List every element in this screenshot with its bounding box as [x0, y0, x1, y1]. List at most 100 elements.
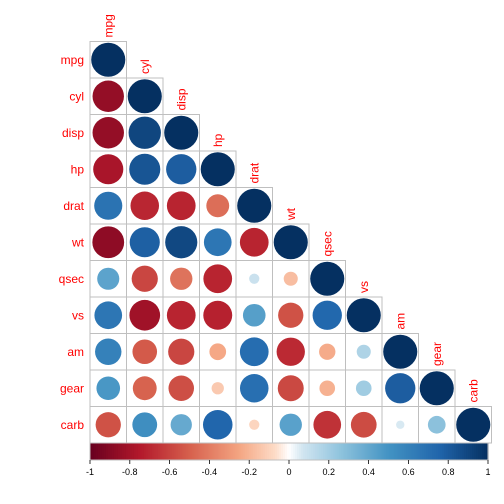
colorbar-segment [456, 443, 459, 460]
column-label-wt: wt [284, 207, 298, 221]
colorbar-segment [163, 443, 167, 460]
colorbar-tick-label: -0.8 [122, 467, 138, 477]
colorbar-segment [466, 443, 469, 460]
column-label-cyl: cyl [138, 59, 152, 74]
correlation-circle-wt-disp [165, 226, 198, 259]
correlation-circle-qsec-disp [170, 267, 193, 290]
colorbar-segment [271, 443, 274, 460]
colorbar-segment [380, 443, 384, 460]
correlation-circle-wt-mpg [92, 226, 125, 259]
colorbar-segment [99, 443, 103, 460]
correlation-circle-cyl-mpg [92, 80, 124, 112]
colorbar-tick-label: -1 [86, 467, 94, 477]
colorbar-segment [352, 443, 356, 460]
colorbar-segment [378, 443, 382, 460]
colorbar-segment [273, 443, 276, 460]
colorbar-segment [360, 443, 364, 460]
colorbar-segment [386, 443, 390, 460]
colorbar-segment [326, 443, 330, 460]
colorbar-segment [400, 443, 404, 460]
row-label-mpg: mpg [61, 53, 84, 67]
correlation-circle-carb-gear [427, 415, 446, 434]
colorbar-tick-label: 1 [485, 467, 490, 477]
row-label-am: am [67, 345, 84, 359]
colorbar-tick-label: -0.6 [162, 467, 178, 477]
colorbar-segment [412, 443, 415, 460]
colorbar-segment [161, 443, 165, 460]
colorbar-segment [103, 443, 107, 460]
colorbar-segment [97, 443, 101, 460]
colorbar-segment [137, 443, 141, 460]
colorbar-segment [183, 443, 187, 460]
correlation-circle-qsec-drat [249, 273, 260, 284]
colorbar-segment [396, 443, 400, 460]
colorbar-segment [169, 443, 173, 460]
colorbar-segment [406, 443, 409, 460]
colorbar-segment [253, 443, 256, 460]
colorbar-segment [171, 443, 175, 460]
colorbar-segment [143, 443, 147, 460]
colorbar-segment [374, 443, 378, 460]
colorbar-segment [426, 443, 429, 460]
colorbar-segment [123, 443, 127, 460]
colorbar-segment [187, 443, 191, 460]
colorbar-segment [290, 443, 294, 460]
colorbar-segment [312, 443, 316, 460]
colorbar-segment [117, 443, 121, 460]
correlation-circle-carb-cyl [132, 412, 158, 438]
correlation-circle-am-vs [356, 344, 371, 359]
colorbar-segment [302, 443, 306, 460]
colorbar-segment [265, 443, 268, 460]
row-label-gear: gear [60, 381, 84, 395]
colorbar-segment [364, 443, 368, 460]
colorbar-segment [191, 443, 195, 460]
colorbar-segment [179, 443, 183, 460]
correlation-circle-carb-qsec [313, 410, 342, 439]
colorbar-segment [105, 443, 109, 460]
colorbar-segment [462, 443, 465, 460]
correlation-circle-gear-cyl [132, 376, 157, 401]
colorbar-tick-label: 0 [286, 467, 291, 477]
colorbar-segment [420, 443, 423, 460]
colorbar-segment [289, 443, 292, 460]
colorbar-segment [133, 443, 137, 460]
colorbar-segment [185, 443, 189, 460]
colorbar-segment [298, 443, 302, 460]
colorbar-segment [101, 443, 105, 460]
correlation-circle-am-wt [276, 337, 305, 366]
colorbar-segment [460, 443, 463, 460]
colorbar-segment [416, 443, 419, 460]
colorbar-segment [308, 443, 312, 460]
colorbar-tick-label: 0.2 [323, 467, 336, 477]
colorbar-segment [221, 443, 224, 460]
colorbar-segment [370, 443, 374, 460]
correlation-circle-carb-carb [456, 407, 491, 442]
colorbar-segment [135, 443, 139, 460]
grid-cell [199, 187, 237, 225]
colorbar-segment [207, 443, 210, 460]
colorbar-segment [113, 443, 117, 460]
correlation-circle-gear-drat [239, 373, 269, 403]
colorbar-segment [410, 443, 413, 460]
colorbar-segment [358, 443, 362, 460]
correlation-circle-gear-gear [419, 371, 454, 406]
correlation-circle-vs-cyl [129, 299, 161, 331]
row-label-hp: hp [71, 162, 85, 176]
colorbar-segment [111, 443, 115, 460]
correlation-circle-gear-disp [168, 375, 195, 402]
correlation-circle-qsec-mpg [97, 267, 120, 290]
colorbar-segment [213, 443, 216, 460]
correlation-circle-hp-cyl [129, 153, 161, 185]
colorbar-tick-label: -0.4 [202, 467, 218, 477]
colorbar-segment [155, 443, 159, 460]
colorbar-segment [296, 443, 300, 460]
colorbar-segment [368, 443, 372, 460]
colorbar-segment [139, 443, 143, 460]
colorbar-segment [261, 443, 264, 460]
colorbar-segment [217, 443, 220, 460]
colorbar-segment [472, 443, 475, 460]
row-label-carb: carb [61, 418, 85, 432]
correlation-circle-hp-hp [200, 152, 235, 187]
correlation-circle-vs-disp [166, 300, 196, 330]
